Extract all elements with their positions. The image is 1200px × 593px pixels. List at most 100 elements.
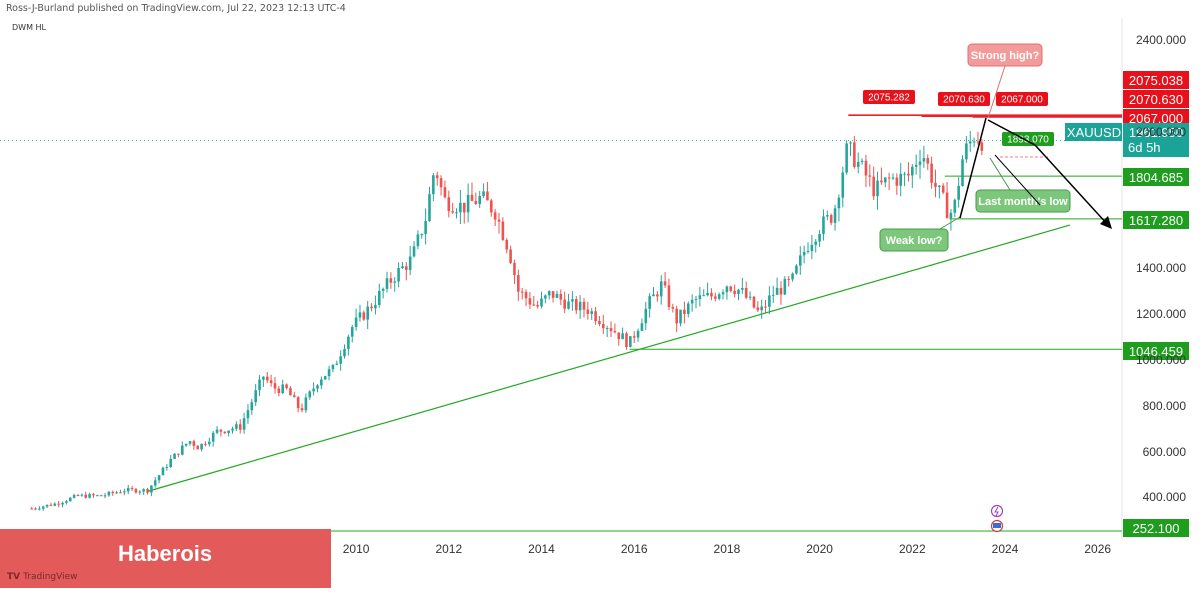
candle-body bbox=[938, 185, 941, 187]
brand-banner bbox=[0, 529, 331, 588]
y-tick-label: 1000.000 bbox=[1136, 353, 1186, 367]
candle-body bbox=[760, 306, 763, 311]
candle-body bbox=[574, 299, 578, 311]
candle-body bbox=[53, 503, 57, 506]
candle-body bbox=[459, 202, 462, 213]
y-tick-label: 400.000 bbox=[1143, 490, 1187, 504]
candle-body bbox=[918, 161, 922, 165]
candle-body bbox=[466, 194, 470, 213]
candle-body bbox=[497, 219, 501, 222]
y-tick-label: 800.000 bbox=[1143, 399, 1187, 413]
candle-body bbox=[211, 432, 215, 442]
candle-body bbox=[837, 197, 841, 209]
x-tick-label: 2022 bbox=[899, 542, 926, 556]
candle-body bbox=[613, 331, 617, 333]
candle-body bbox=[393, 281, 397, 283]
candle-body bbox=[358, 312, 362, 318]
chart-value-label bbox=[938, 92, 990, 106]
candle-body bbox=[795, 265, 798, 274]
tradingview-label: TradingView bbox=[23, 572, 78, 582]
candle-body bbox=[250, 402, 254, 411]
candle-body bbox=[582, 301, 586, 310]
candle-body bbox=[177, 453, 180, 455]
candle-body bbox=[41, 506, 45, 509]
candle-body bbox=[895, 177, 899, 186]
candle-body bbox=[289, 388, 292, 396]
candle-body bbox=[111, 491, 115, 494]
candle-body bbox=[802, 251, 806, 256]
candle-body bbox=[173, 453, 176, 459]
candle-body bbox=[814, 241, 818, 245]
candle-body bbox=[594, 311, 597, 322]
tradingview-logo[interactable]: TV TradingView bbox=[7, 572, 78, 582]
candle-body bbox=[119, 492, 122, 494]
candle-body bbox=[420, 234, 424, 236]
candle-body bbox=[764, 306, 767, 308]
candle-body bbox=[389, 278, 393, 283]
brand-watermark: Haberois bbox=[118, 541, 213, 566]
candle-body bbox=[269, 380, 273, 384]
bar-countdown: 6d 5h bbox=[1128, 140, 1161, 155]
candle-body bbox=[663, 281, 667, 286]
chart-value-label bbox=[863, 90, 915, 104]
candle-body bbox=[965, 143, 968, 160]
candle-body bbox=[501, 221, 505, 240]
candle-body bbox=[76, 495, 80, 497]
y-tick-label: 1200.000 bbox=[1136, 307, 1186, 321]
tradingview-mark-icon: TV bbox=[7, 572, 21, 582]
candle-body bbox=[756, 307, 760, 311]
candle-body bbox=[262, 376, 265, 380]
candle-body bbox=[629, 336, 632, 348]
candle-body bbox=[559, 293, 563, 300]
candle-body bbox=[717, 294, 721, 299]
candle-body bbox=[320, 379, 323, 386]
candle-body bbox=[791, 273, 794, 280]
price-level-value: 1617.280 bbox=[1129, 213, 1183, 228]
candle-body bbox=[308, 391, 312, 398]
candle-body bbox=[123, 491, 126, 493]
candle-body bbox=[725, 286, 729, 293]
candle-body bbox=[702, 295, 706, 297]
candle-body bbox=[99, 495, 103, 497]
x-tick-label: 2016 bbox=[621, 542, 648, 556]
candle-body bbox=[277, 388, 281, 394]
candle-body bbox=[134, 489, 138, 493]
candle-body bbox=[675, 308, 678, 324]
candle-body bbox=[80, 494, 84, 496]
candle-body bbox=[818, 233, 821, 242]
candle-body bbox=[72, 495, 76, 498]
candle-body bbox=[30, 508, 33, 510]
chart-value-text: 2075.282 bbox=[868, 93, 910, 104]
candle-body bbox=[586, 309, 590, 314]
candle-body bbox=[667, 285, 671, 308]
candle-body bbox=[281, 384, 285, 394]
y-tick-label: 600.000 bbox=[1143, 445, 1187, 459]
candle-body bbox=[822, 216, 825, 234]
candle-body bbox=[621, 333, 624, 340]
candle-body bbox=[887, 177, 891, 179]
candle-body bbox=[343, 349, 346, 357]
candle-body bbox=[188, 441, 192, 444]
candle-body bbox=[57, 503, 60, 505]
candle-body bbox=[296, 397, 300, 409]
candle-body bbox=[462, 202, 466, 213]
candle-body bbox=[455, 212, 458, 214]
candle-body bbox=[710, 292, 713, 297]
candle-body bbox=[729, 286, 733, 291]
callout-pointer bbox=[939, 216, 961, 230]
chart-value-text: 2070.630 bbox=[943, 95, 985, 106]
publisher-line: Ross-J-Burland published on TradingView.… bbox=[6, 3, 346, 14]
candle-body bbox=[443, 187, 447, 198]
candle-body bbox=[34, 508, 37, 510]
candle-body bbox=[853, 142, 856, 167]
candle-body bbox=[849, 142, 852, 144]
candle-body bbox=[659, 281, 663, 297]
candle-body bbox=[768, 295, 771, 307]
candle-body bbox=[258, 379, 261, 391]
candle-body bbox=[806, 251, 810, 253]
candle-body bbox=[605, 328, 609, 330]
x-tick-label: 2024 bbox=[992, 542, 1019, 556]
candle-body bbox=[180, 445, 184, 455]
candle-body bbox=[598, 321, 601, 325]
candle-body bbox=[934, 182, 937, 187]
